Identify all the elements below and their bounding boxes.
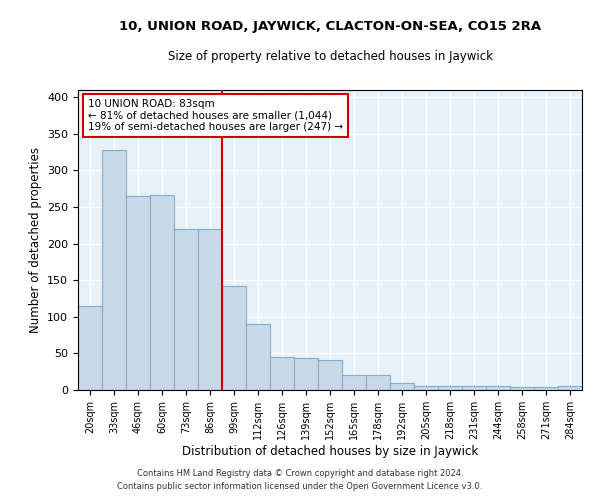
Bar [294, 358, 318, 390]
Bar [78, 306, 102, 390]
Bar [318, 360, 342, 390]
Bar [462, 386, 486, 390]
Bar [270, 357, 294, 390]
Bar [126, 196, 150, 390]
Text: Contains HM Land Registry data © Crown copyright and database right 2024.: Contains HM Land Registry data © Crown c… [137, 468, 463, 477]
Bar [414, 386, 438, 390]
Bar [366, 376, 390, 390]
Bar [342, 376, 366, 390]
Bar [534, 387, 558, 390]
Bar [510, 387, 534, 390]
Bar [150, 194, 174, 390]
Y-axis label: Number of detached properties: Number of detached properties [29, 147, 41, 333]
Bar [174, 229, 198, 390]
Bar [198, 229, 222, 390]
Bar [558, 386, 582, 390]
X-axis label: Distribution of detached houses by size in Jaywick: Distribution of detached houses by size … [182, 444, 478, 458]
Text: Size of property relative to detached houses in Jaywick: Size of property relative to detached ho… [167, 50, 493, 63]
Bar [486, 386, 510, 390]
Text: Contains public sector information licensed under the Open Government Licence v3: Contains public sector information licen… [118, 482, 482, 491]
Bar [438, 386, 462, 390]
Bar [390, 384, 414, 390]
Bar [222, 286, 246, 390]
Bar [246, 324, 270, 390]
Text: 10, UNION ROAD, JAYWICK, CLACTON-ON-SEA, CO15 2RA: 10, UNION ROAD, JAYWICK, CLACTON-ON-SEA,… [119, 20, 541, 33]
Bar [102, 150, 126, 390]
Text: 10 UNION ROAD: 83sqm
← 81% of detached houses are smaller (1,044)
19% of semi-de: 10 UNION ROAD: 83sqm ← 81% of detached h… [88, 99, 343, 132]
